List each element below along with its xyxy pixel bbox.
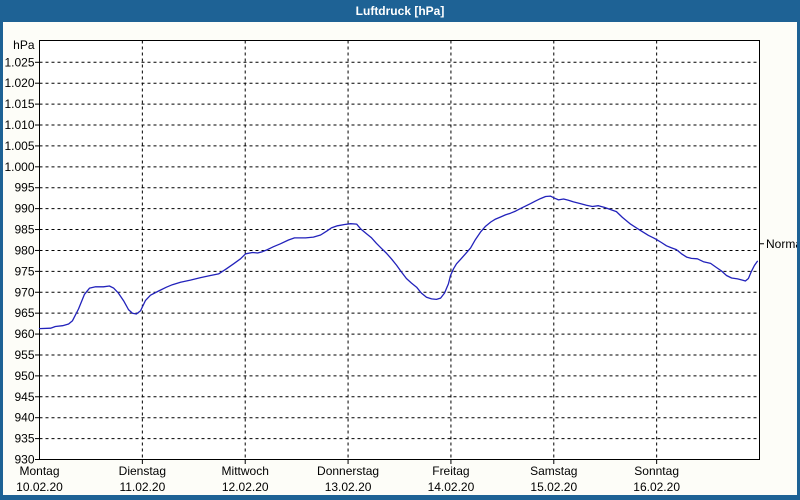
date-label: 11.02.20 (119, 480, 165, 494)
y-axis-label: 1.000 (4, 160, 34, 174)
y-axis-unit-label: hPa (13, 38, 35, 52)
y-axis-label: 930 (14, 453, 34, 467)
date-label: 14.02.20 (428, 480, 475, 494)
date-label: 16.02.20 (633, 480, 680, 494)
pressure-chart: 1.025 1.020 1.015 1.010 1.005 1.000 995 990 985 9… (4, 38, 800, 494)
y-axis-label: 980 (14, 243, 34, 257)
y-axis-label: 995 (14, 181, 34, 195)
window-frame-bottom (0, 495, 800, 500)
window-title: Luftdruck [hPa] (355, 4, 445, 18)
y-axis-label: 975 (14, 264, 34, 278)
y-axis-label: 1.015 (4, 97, 34, 111)
day-label: Freitag (432, 464, 469, 478)
day-label: Montag (19, 464, 59, 478)
y-axis-label: 1.020 (4, 76, 34, 90)
y-axis-label: 945 (14, 390, 34, 404)
normal-marker-label: Normal (766, 237, 800, 251)
window-frame-right (797, 22, 800, 500)
y-axis-label: 955 (14, 348, 34, 362)
date-label: 10.02.20 (16, 480, 63, 494)
y-axis-label: 990 (14, 202, 34, 216)
day-label: Donnerstag (317, 464, 379, 478)
date-label: 13.02.20 (325, 480, 372, 494)
date-label: 12.02.20 (222, 480, 269, 494)
day-label: Samstag (530, 464, 577, 478)
y-axis-label: 970 (14, 285, 34, 299)
y-axis-label: 1.005 (4, 139, 34, 153)
y-axis-label: 965 (14, 306, 34, 320)
window-frame-left (0, 22, 3, 500)
titlebar: Luftdruck [hPa] (0, 0, 800, 22)
y-axis-label: 985 (14, 223, 34, 237)
y-axis-label: 935 (14, 432, 34, 446)
y-axis-label: 950 (14, 369, 34, 383)
day-label: Mittwoch (222, 464, 269, 478)
y-axis-label: 1.010 (4, 118, 34, 132)
date-label: 15.02.20 (530, 480, 577, 494)
y-axis-label: 940 (14, 411, 34, 425)
y-axis-label: 1.025 (4, 55, 34, 69)
y-axis-label: 960 (14, 327, 34, 341)
day-label: Dienstag (119, 464, 166, 478)
pressure-curve (38, 195, 759, 330)
day-label: Sonntag (634, 464, 679, 478)
